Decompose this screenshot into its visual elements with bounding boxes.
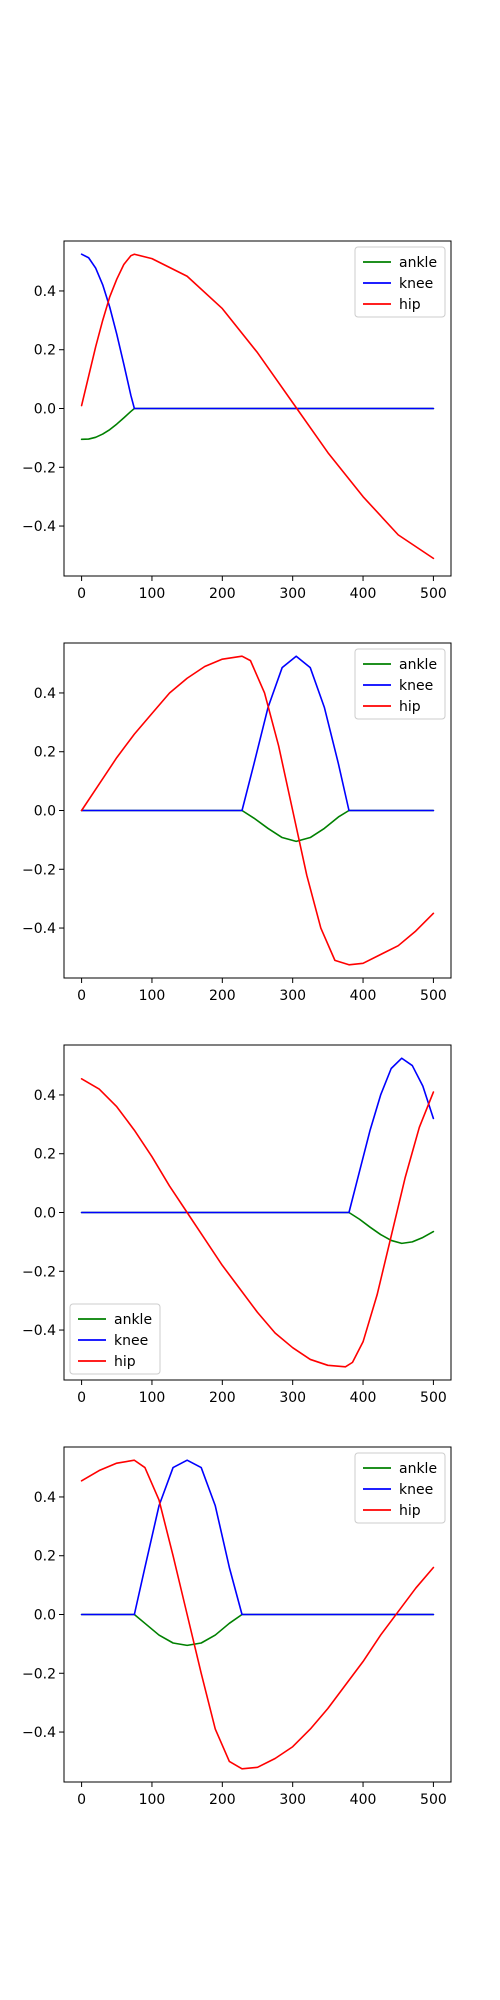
x-tick-label: 300: [279, 1792, 306, 1808]
legend: ankle knee hip: [354, 1452, 446, 1524]
x-tick-label: 300: [279, 1390, 306, 1406]
y-tick-label: 0.0: [34, 804, 56, 820]
y-tick-label: −0.2: [22, 862, 56, 878]
series-line-hip: [80, 253, 435, 560]
x-tick-label: 500: [420, 586, 447, 602]
legend-box: [69, 1303, 161, 1375]
y-tick-label: 0.4: [34, 284, 56, 300]
series-line-knee: [80, 1057, 435, 1214]
legend-label-ankle: ankle: [399, 255, 437, 271]
chart-panel-4: 0 100 200 300 400 500 −0.4 −0.2 0.0 0.2 0.4 ankle kn…: [22, 1446, 452, 1808]
legend: ankle knee hip: [69, 1303, 161, 1375]
x-tick-label: 100: [139, 1792, 166, 1808]
series-line-hip: [80, 655, 435, 966]
legend-label-ankle: ankle: [114, 1312, 152, 1328]
chart-panel-3: 0 100 200 300 400 500 −0.4 −0.2 0.0 0.2 0.4 ankle kn…: [22, 1044, 452, 1406]
series-line-hip: [80, 1077, 435, 1368]
y-tick-label: −0.4: [22, 1323, 56, 1339]
x-tick-label: 400: [350, 988, 377, 1004]
x-tick-label: 100: [139, 988, 166, 1004]
y-tick-label: 0.0: [34, 1206, 56, 1222]
legend: ankle knee hip: [354, 246, 446, 318]
legend-label-knee: knee: [399, 678, 433, 694]
y-tick-label: −0.2: [22, 1264, 56, 1280]
legend-label-hip: hip: [399, 1503, 421, 1519]
series-line-knee: [80, 1459, 435, 1616]
y-tick-label: 0.4: [34, 1088, 56, 1104]
x-tick-label: 300: [279, 988, 306, 1004]
legend: ankle knee hip: [354, 648, 446, 720]
x-tick-label: 100: [139, 586, 166, 602]
legend-label-knee: knee: [399, 276, 433, 292]
legend-label-ankle: ankle: [399, 657, 437, 673]
y-tick-label: −0.2: [22, 460, 56, 476]
y-tick-label: 0.4: [34, 1490, 56, 1506]
x-tick-label: 200: [209, 586, 236, 602]
series-line-knee: [80, 655, 435, 812]
y-tick-label: 0.0: [34, 1608, 56, 1624]
legend-label-hip: hip: [399, 297, 421, 313]
legend-label-hip: hip: [399, 699, 421, 715]
x-tick-label: 0: [77, 988, 86, 1004]
series-line-ankle: [80, 407, 435, 441]
series-line-ankle: [80, 1211, 435, 1245]
x-tick-label: 400: [350, 1390, 377, 1406]
x-tick-label: 200: [209, 1792, 236, 1808]
y-tick-label: 0.0: [34, 402, 56, 418]
series-line-knee: [80, 253, 435, 410]
legend-box: [354, 1452, 446, 1524]
y-tick-label: −0.4: [22, 1725, 56, 1741]
series-line-ankle: [80, 809, 435, 843]
y-tick-label: 0.4: [34, 686, 56, 702]
legend-box: [354, 246, 446, 318]
legend-box: [354, 648, 446, 720]
chart-panel-1: 0 100 200 300 400 500 −0.4 −0.2 0.0 0.2 0.4 ankle kn…: [22, 240, 452, 602]
y-tick-label: −0.2: [22, 1666, 56, 1682]
x-tick-label: 400: [350, 586, 377, 602]
series-line-ankle: [80, 1613, 435, 1647]
y-tick-label: 0.2: [34, 745, 56, 761]
x-tick-label: 300: [279, 586, 306, 602]
legend-label-hip: hip: [114, 1354, 136, 1370]
legend-label-ankle: ankle: [399, 1461, 437, 1477]
x-tick-label: 400: [350, 1792, 377, 1808]
series-line-hip: [80, 1459, 435, 1770]
x-tick-label: 500: [420, 988, 447, 1004]
x-tick-label: 0: [77, 1792, 86, 1808]
y-tick-label: −0.4: [22, 519, 56, 535]
x-tick-label: 100: [139, 1390, 166, 1406]
legend-label-knee: knee: [399, 1482, 433, 1498]
y-tick-label: 0.2: [34, 1549, 56, 1565]
x-tick-label: 500: [420, 1390, 447, 1406]
y-tick-label: 0.2: [34, 343, 56, 359]
y-tick-label: −0.4: [22, 921, 56, 937]
y-tick-label: 0.2: [34, 1147, 56, 1163]
x-tick-label: 500: [420, 1792, 447, 1808]
x-tick-label: 200: [209, 988, 236, 1004]
x-tick-label: 200: [209, 1390, 236, 1406]
x-tick-label: 0: [77, 1390, 86, 1406]
chart-panel-2: 0 100 200 300 400 500 −0.4 −0.2 0.0 0.2 0.4 ankle kn…: [22, 642, 452, 1004]
legend-label-knee: knee: [114, 1333, 148, 1349]
x-tick-label: 0: [77, 586, 86, 602]
